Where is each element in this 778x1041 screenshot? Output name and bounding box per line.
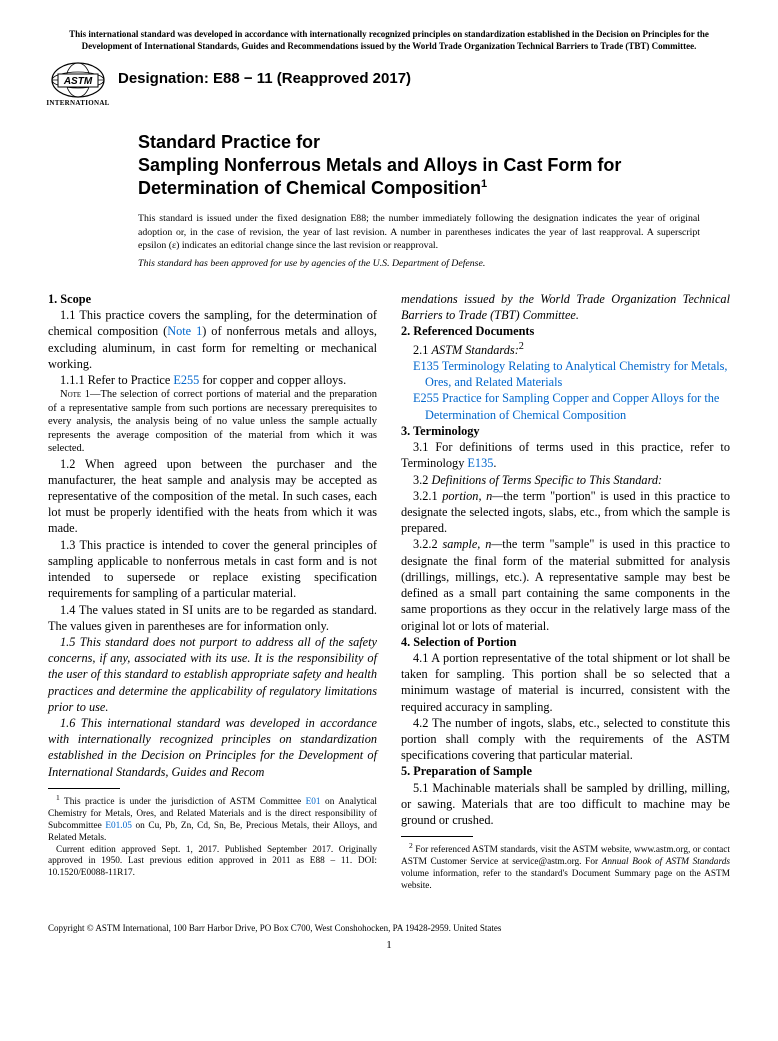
e255-ref-text[interactable]: Practice for Sampling Copper and Copper …: [425, 391, 719, 421]
section-1-heading: 1. Scope: [48, 291, 377, 307]
fn2-b: Annual Book of ASTM Standards: [602, 857, 730, 867]
title-prefix: Standard Practice for: [138, 131, 730, 154]
para-3-2: 3.2 Definitions of Terms Specific to Thi…: [401, 472, 730, 488]
e255-ref-link[interactable]: E255: [413, 391, 439, 405]
para-3-1: 3.1 For definitions of terms used in thi…: [401, 439, 730, 471]
footnote-rule-1: [48, 788, 120, 789]
footnote-2: 2 For referenced ASTM standards, visit t…: [401, 841, 730, 893]
e135-term-link[interactable]: E135: [467, 456, 493, 470]
svg-text:ASTM: ASTM: [63, 76, 93, 87]
note-1-label: Note: [60, 389, 81, 400]
page-number: 1: [48, 939, 730, 951]
title-main: Sampling Nonferrous Metals and Alloys in…: [138, 154, 730, 200]
para-1-3: 1.3 This practice is intended to cover t…: [48, 537, 377, 602]
section-3-heading: 3. Terminology: [401, 423, 730, 439]
title-superscript: 1: [481, 178, 487, 190]
title-block: Standard Practice for Sampling Nonferrou…: [138, 131, 730, 200]
astm-logo-icon: ASTM: [51, 62, 105, 98]
para-1-1-1-a: 1.1.1 Refer to Practice: [60, 373, 173, 387]
designation: Designation: E88 − 11 (Reapproved 2017): [118, 70, 411, 87]
e135-text[interactable]: Terminology Relating to Analytical Chemi…: [425, 359, 728, 389]
para-2-1-num: 2.1: [413, 343, 431, 357]
para-3-2-1-term: portion, n—: [442, 489, 503, 503]
e135-link[interactable]: E135: [413, 359, 439, 373]
title-main-text: Sampling Nonferrous Metals and Alloys in…: [138, 155, 621, 198]
para-4-2: 4.2 The number of ingots, slabs, etc., s…: [401, 715, 730, 764]
para-1-1-1: 1.1.1 Refer to Practice E255 for copper …: [48, 372, 377, 388]
logo-label: INTERNATIONAL: [46, 99, 109, 107]
para-1-1-1-b: for copper and copper alloys.: [199, 373, 346, 387]
e01-link[interactable]: E01: [306, 797, 321, 807]
section-4-heading: 4. Selection of Portion: [401, 634, 730, 650]
page: This international standard was develope…: [0, 0, 778, 971]
note-1: Note 1—The selection of correct portions…: [48, 388, 377, 455]
para-3-2-2-body: the term "sample" is used in this practi…: [401, 537, 730, 632]
para-3-2-label: Definitions of Terms Specific to This St…: [431, 473, 662, 487]
ref-e255: E255 Practice for Sampling Copper and Co…: [401, 390, 730, 422]
para-1-2: 1.2 When agreed upon between the purchas…: [48, 456, 377, 537]
para-2-1: 2.1 ASTM Standards:2: [401, 340, 730, 358]
ref-e135: E135 Terminology Relating to Analytical …: [401, 358, 730, 390]
para-3-1-b: .: [493, 456, 496, 470]
tbt-notice: This international standard was develope…: [48, 28, 730, 52]
copyright: Copyright © ASTM International, 100 Barr…: [48, 923, 730, 933]
body-columns: 1. Scope 1.1 This practice covers the sa…: [48, 291, 730, 893]
fn1-a: This practice is under the jurisdiction …: [60, 797, 306, 807]
fn2-c: volume information, refer to the standar…: [401, 869, 730, 891]
dod-note: This standard has been approved for use …: [138, 258, 730, 269]
footnote-1: 1 This practice is under the jurisdictio…: [48, 793, 377, 845]
header-row: ASTM INTERNATIONAL Designation: E88 − 11…: [48, 62, 730, 107]
para-3-2-num: 3.2: [413, 473, 431, 487]
para-5-1: 5.1 Machinable materials shall be sample…: [401, 780, 730, 829]
para-3-2-2-num: 3.2.2: [413, 537, 442, 551]
note1-link[interactable]: Note 1: [167, 324, 202, 338]
e255-link[interactable]: E255: [173, 373, 199, 387]
para-1-4: 1.4 The values stated in SI units are to…: [48, 602, 377, 634]
section-5-heading: 5. Preparation of Sample: [401, 763, 730, 779]
e0105-link[interactable]: E01.05: [105, 821, 132, 831]
para-2-1-label: ASTM Standards:: [431, 343, 518, 357]
para-3-1-a: 3.1 For definitions of terms used in thi…: [401, 440, 730, 470]
para-3-2-1: 3.2.1 portion, n—the term "portion" is u…: [401, 488, 730, 537]
footnote-1-p2: Current edition approved Sept. 1, 2017. …: [48, 845, 377, 881]
para-1-6: 1.6 This international standard was deve…: [48, 715, 377, 780]
para-3-2-2: 3.2.2 sample, n—the term "sample" is use…: [401, 536, 730, 633]
section-2-heading: 2. Referenced Documents: [401, 323, 730, 339]
para-3-2-2-term: sample, n—: [442, 537, 502, 551]
para-3-2-1-num: 3.2.1: [413, 489, 442, 503]
para-4-1: 4.1 A portion representative of the tota…: [401, 650, 730, 715]
footnote-rule-2: [401, 836, 473, 837]
astm-logo: ASTM INTERNATIONAL: [48, 62, 108, 107]
para-1-6-cont: mendations issued by the World Trade Org…: [401, 291, 730, 323]
note-1-num: 1—: [81, 389, 100, 400]
para-2-1-sup: 2: [519, 341, 524, 352]
para-1-5: 1.5 This standard does not purport to ad…: [48, 634, 377, 715]
para-1-1: 1.1 This practice covers the sampling, f…: [48, 307, 377, 372]
issuance-note: This standard is issued under the fixed …: [138, 212, 700, 252]
